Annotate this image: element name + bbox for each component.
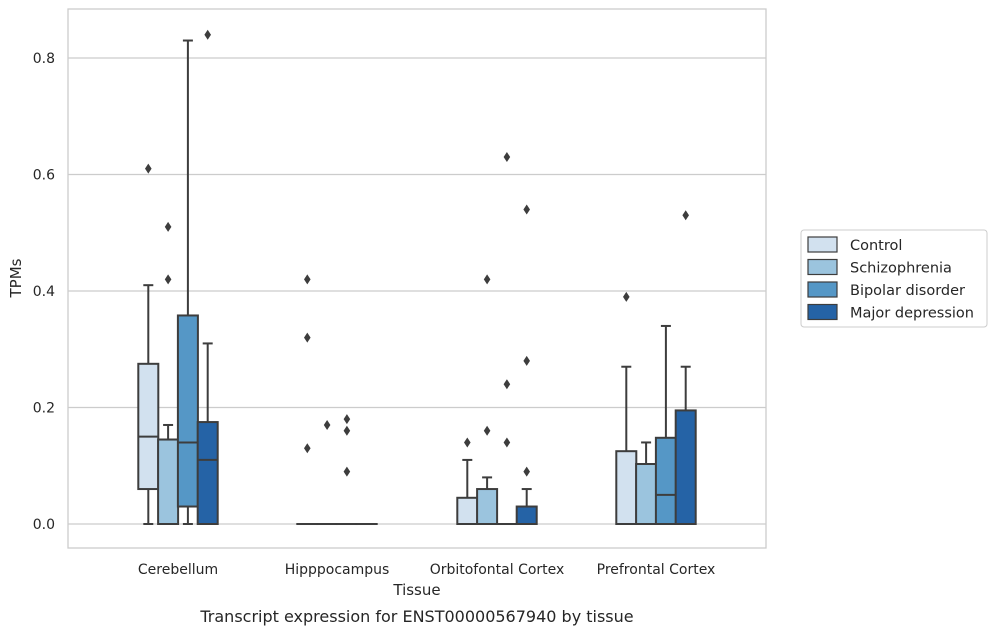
legend-label: Schizophrenia	[850, 261, 952, 277]
chart-caption: Transcript expression for ENST0000056794…	[199, 607, 633, 626]
outlier-point	[343, 414, 351, 425]
outlier-point	[682, 210, 689, 221]
y-tick-label: 0.2	[33, 401, 55, 417]
iqr-box	[476, 488, 499, 525]
box-major-depression	[515, 204, 538, 525]
iqr-box	[196, 421, 219, 525]
box-control	[615, 291, 638, 525]
outlier-point	[343, 466, 351, 477]
x-tick-label: Prefrontal Cortex	[597, 562, 716, 578]
iqr-box	[456, 496, 479, 526]
legend-swatch	[807, 303, 838, 321]
box-control	[296, 274, 319, 526]
y-axis-title: TPMs	[7, 258, 25, 298]
box-schizophrenia	[316, 419, 339, 526]
outlier-point	[304, 274, 311, 285]
legend-swatch	[807, 258, 838, 276]
outlier-point	[304, 332, 311, 343]
x-tick-labels: Cerebellum Hipppocampus Orbitofontal Corte…	[138, 562, 715, 578]
legend: Control Schizophrenia Bipolar disorder Majo…	[800, 229, 988, 328]
legend-frame	[800, 229, 988, 328]
outlier-point	[464, 437, 471, 448]
iqr-box	[137, 362, 160, 491]
outlier-point	[164, 221, 172, 232]
x-axis-title: Tissue	[392, 581, 440, 599]
outlier-point	[145, 163, 152, 174]
outlier-point	[523, 204, 530, 215]
iqr-box	[654, 436, 677, 526]
iqr-box	[674, 409, 697, 526]
iqr-box	[157, 438, 180, 526]
outlier-point	[483, 425, 491, 436]
legend-label: Major depression	[850, 306, 974, 322]
iqr-box	[515, 505, 538, 525]
x-tick-label: Cerebellum	[138, 562, 218, 578]
box-major-depression	[196, 29, 219, 525]
outlier-point	[343, 425, 351, 436]
box-major-depression	[674, 210, 697, 526]
iqr-box	[615, 450, 638, 525]
box-bipolar-disorder	[654, 324, 677, 526]
outlier-point	[523, 355, 530, 366]
outlier-point	[204, 29, 211, 40]
outlier-point	[503, 437, 511, 448]
box-control	[137, 163, 160, 525]
outlier-point	[623, 291, 630, 302]
legend-swatch	[807, 236, 838, 253]
legend-swatch	[807, 281, 838, 298]
legend-label: Control	[850, 238, 902, 254]
box-control	[456, 437, 479, 526]
outlier-point	[483, 274, 491, 285]
legend-label: Bipolar disorder	[850, 283, 965, 299]
y-tick-label: 0.4	[33, 284, 55, 300]
box-schizophrenia	[157, 221, 180, 526]
iqr-box	[176, 314, 199, 508]
y-tick-labels: 0.0 0.2 0.4 0.6 0.8	[33, 51, 55, 533]
iqr-box	[635, 463, 658, 526]
box-schizophrenia	[635, 441, 658, 526]
outlier-point	[304, 443, 311, 454]
plot-frame	[67, 8, 767, 549]
box-layer	[137, 29, 697, 526]
x-tick-label: Orbitofontal Cortex	[430, 562, 565, 578]
x-tick-label: Hipppocampus	[285, 562, 390, 578]
outlier-point	[503, 152, 511, 163]
outlier-point	[323, 419, 331, 430]
y-tick-label: 0.0	[33, 517, 55, 533]
outlier-point	[503, 379, 511, 390]
outlier-point	[523, 466, 530, 477]
box-schizophrenia	[476, 274, 499, 525]
outlier-point	[164, 274, 172, 285]
box-bipolar-disorder	[335, 414, 358, 526]
y-tick-label: 0.6	[33, 168, 55, 184]
y-tick-label: 0.8	[33, 51, 55, 67]
box-bipolar-disorder	[495, 152, 518, 526]
box-bipolar-disorder	[176, 39, 199, 525]
